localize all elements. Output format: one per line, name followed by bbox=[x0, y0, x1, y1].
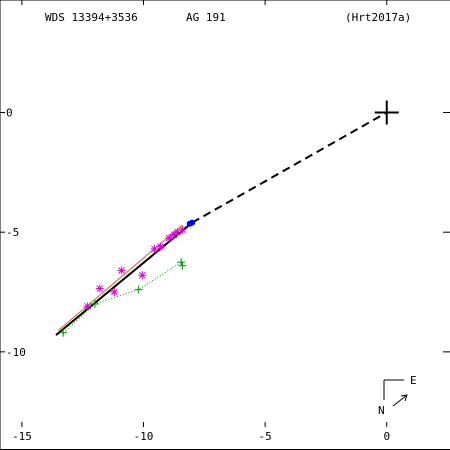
asterisk-point bbox=[138, 271, 147, 280]
compass-east-label: E bbox=[410, 374, 417, 387]
orbit-line bbox=[55, 221, 193, 336]
predicted-path bbox=[191, 111, 388, 224]
y-tick-label: 0 bbox=[6, 107, 13, 120]
asterisk-point bbox=[110, 288, 119, 297]
plus-point bbox=[90, 299, 99, 308]
y-tick-label: -10 bbox=[6, 346, 26, 359]
asterisk-point bbox=[95, 284, 104, 293]
x-tick-label: -10 bbox=[134, 430, 154, 443]
asterisk-point bbox=[150, 244, 159, 253]
asterisk-point bbox=[83, 302, 92, 311]
asterisk-point bbox=[165, 234, 174, 243]
asterisk-point bbox=[178, 225, 187, 234]
motion-arrow-icon bbox=[392, 394, 408, 407]
asterisk-point bbox=[117, 266, 126, 275]
x-tick-label: 0 bbox=[383, 430, 390, 443]
plus-point bbox=[134, 285, 143, 294]
plus-point bbox=[177, 258, 186, 267]
data-layer bbox=[55, 100, 399, 337]
x-tick-label: -5 bbox=[259, 430, 272, 443]
x-tick-label: -15 bbox=[12, 430, 32, 443]
orbit-trace-thin bbox=[58, 224, 183, 331]
compass-north-label: N bbox=[378, 404, 385, 417]
current-position-point bbox=[189, 219, 196, 226]
reference-code: (Hrt2017a) bbox=[345, 11, 411, 24]
discoverer-code: AG 191 bbox=[186, 11, 226, 24]
measurement-connector bbox=[62, 261, 183, 334]
y-tick-label: -5 bbox=[6, 226, 19, 239]
plus-point bbox=[178, 261, 187, 270]
asterisk-point bbox=[156, 242, 165, 251]
plus-point bbox=[59, 328, 68, 337]
compass: E N bbox=[378, 374, 417, 417]
wds-designation: WDS 13394+3536 bbox=[45, 11, 138, 24]
primary-star-marker bbox=[374, 100, 399, 125]
